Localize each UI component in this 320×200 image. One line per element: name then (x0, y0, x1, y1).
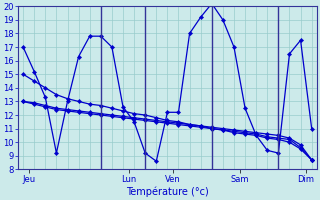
X-axis label: Température (°c): Température (°c) (126, 187, 209, 197)
